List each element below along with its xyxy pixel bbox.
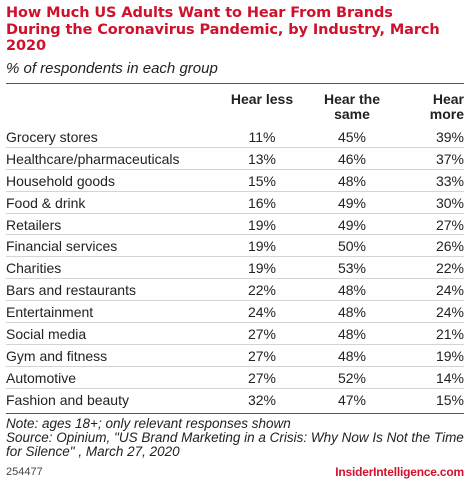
value-hear-less: 27%: [247, 369, 277, 386]
row-label: Entertainment: [6, 304, 94, 321]
value-hear-more: 27%: [435, 216, 464, 233]
column-header-hear-less: Hear less: [230, 91, 294, 107]
chart-title: How Much US Adults Want to Hear From Bra…: [6, 5, 440, 54]
row-label: Household goods: [6, 172, 115, 189]
chart-id: 254477: [6, 466, 43, 478]
value-hear-more: 14%: [435, 369, 464, 386]
value-hear-the-same: 52%: [337, 369, 367, 386]
value-hear-the-same: 49%: [337, 194, 367, 211]
value-hear-the-same: 48%: [337, 304, 367, 321]
value-hear-less: 16%: [247, 194, 277, 211]
row-label: Food & drink: [6, 194, 86, 211]
chart-subtitle: % of respondents in each group: [6, 60, 218, 77]
value-hear-more: 24%: [435, 304, 464, 321]
brand-logo-text: InsiderIntelligence.com: [335, 465, 464, 479]
table-row: Charities 19% 53% 22%: [6, 257, 464, 280]
table-row: Gym and fitness 27% 48% 19%: [6, 345, 464, 367]
table-row: Household goods 15% 48% 33%: [6, 170, 464, 192]
value-hear-less: 11%: [248, 129, 276, 145]
value-hear-the-same: 50%: [337, 238, 367, 255]
row-label: Healthcare/pharmaceuticals: [6, 150, 180, 167]
row-label: Bars and restaurants: [6, 282, 136, 299]
value-hear-the-same: 48%: [337, 347, 367, 364]
table-row: Entertainment 24% 48% 24%: [6, 301, 464, 324]
table-row: Grocery stores 11% 45% 39%: [6, 126, 464, 148]
value-hear-the-same: 47%: [337, 391, 367, 408]
top-divider: [6, 83, 464, 84]
value-hear-more: 26%: [435, 238, 464, 255]
value-hear-less: 15%: [247, 172, 277, 189]
row-label: Retailers: [6, 216, 62, 233]
table-row: Financial services 19% 50% 26%: [6, 235, 464, 258]
value-hear-the-same: 48%: [337, 326, 367, 343]
value-hear-less: 27%: [247, 326, 277, 343]
value-hear-less: 19%: [247, 260, 277, 277]
row-label: Charities: [6, 260, 62, 277]
row-label: Grocery stores: [6, 129, 98, 145]
value-hear-more: 15%: [435, 391, 464, 408]
value-hear-less: 19%: [247, 216, 277, 233]
value-hear-less: 32%: [247, 391, 277, 408]
table-row: Food & drink 16% 49% 30%: [6, 192, 464, 214]
value-hear-the-same: 48%: [337, 282, 367, 299]
row-label: Social media: [6, 326, 87, 343]
table-row: Bars and restaurants 22% 48% 24%: [6, 279, 464, 302]
data-table-body: Grocery stores 11% 45% 39% Healthcare/pharma…: [6, 126, 464, 411]
value-hear-less: 13%: [247, 150, 277, 167]
table-row: Retailers 19% 49% 27%: [6, 214, 464, 236]
table-row: Social media 27% 48% 21%: [6, 323, 464, 345]
value-hear-the-same: 45%: [337, 129, 367, 145]
table-row: Fashion and beauty 32% 47% 15%: [6, 389, 464, 411]
value-hear-more: 21%: [435, 326, 464, 343]
value-hear-more: 37%: [435, 150, 464, 167]
value-hear-more: 30%: [435, 194, 464, 211]
note-text: Note: ages 18+; only relevant responses …: [6, 416, 291, 431]
row-label: Financial services: [6, 238, 118, 255]
value-hear-less: 24%: [247, 304, 277, 321]
row-label: Gym and fitness: [6, 347, 108, 364]
column-header-hear-more: Hear more: [429, 91, 464, 122]
footnote: Note: ages 18+; only relevant responses …: [6, 417, 464, 459]
table-row: Automotive 27% 52% 14%: [6, 367, 464, 389]
row-label: Automotive: [6, 369, 77, 386]
source-text: Source: Opinium, "US Brand Marketing in …: [6, 430, 464, 459]
value-hear-more: 22%: [435, 260, 464, 277]
value-hear-more: 24%: [435, 282, 464, 299]
row-label: Fashion and beauty: [6, 391, 129, 408]
value-hear-the-same: 48%: [337, 172, 367, 189]
value-hear-less: 19%: [247, 238, 277, 255]
value-hear-more: 39%: [435, 129, 464, 145]
value-hear-the-same: 49%: [337, 216, 367, 233]
value-hear-more: 19%: [435, 347, 464, 364]
bottom-divider: [6, 413, 464, 414]
value-hear-the-same: 53%: [337, 260, 367, 277]
column-header-hear-the-same: Hear the same: [323, 91, 381, 122]
table-row: Healthcare/pharmaceuticals 13% 46% 37%: [6, 148, 464, 170]
value-hear-less: 27%: [247, 347, 277, 364]
value-hear-less: 22%: [247, 282, 277, 299]
value-hear-the-same: 46%: [337, 150, 367, 167]
value-hear-more: 33%: [435, 172, 464, 189]
